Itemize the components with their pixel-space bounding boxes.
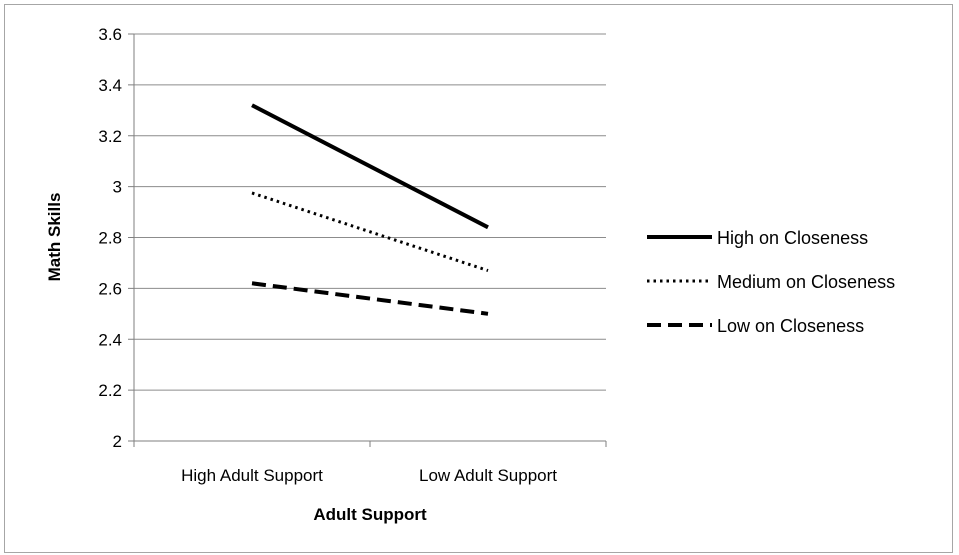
y-tick-label: 3.4 [98, 76, 122, 95]
chart-frame [4, 4, 953, 553]
axes [128, 33, 607, 447]
y-tick-label: 2.6 [98, 279, 122, 298]
legend: High on Closeness Medium on Closeness Low … [647, 228, 895, 336]
x-tick-label: Low Adult Support [419, 466, 557, 485]
y-tick-label: 3 [113, 178, 122, 197]
y-tick-label: 2.4 [98, 330, 122, 349]
legend-label-low-on-closeness: Low on Closeness [717, 316, 864, 336]
y-tick-label: 2.8 [98, 229, 122, 248]
y-tick-label: 3.2 [98, 127, 122, 146]
series-line-low-on-closeness [251, 281, 489, 316]
legend-label-medium-on-closeness: Medium on Closeness [717, 272, 895, 292]
x-axis-title: Adult Support [313, 505, 427, 524]
y-tick-label: 2.2 [98, 381, 122, 400]
y-tick-label: 2 [113, 432, 122, 451]
x-tick-label: High Adult Support [181, 466, 323, 485]
series-lines [251, 103, 489, 316]
y-tick-labels: 2 2.2 2.4 2.6 2.8 3 3.2 3.4 3.6 [98, 25, 122, 451]
x-tick-labels: High Adult Support Low Adult Support [181, 466, 557, 485]
series-line-high-on-closeness [251, 103, 489, 230]
gridlines [134, 33, 606, 391]
y-axis-title: Math Skills [45, 193, 64, 282]
legend-label-high-on-closeness: High on Closeness [717, 228, 868, 248]
y-tick-label: 3.6 [98, 25, 122, 44]
series-line-medium-on-closeness [251, 191, 489, 272]
